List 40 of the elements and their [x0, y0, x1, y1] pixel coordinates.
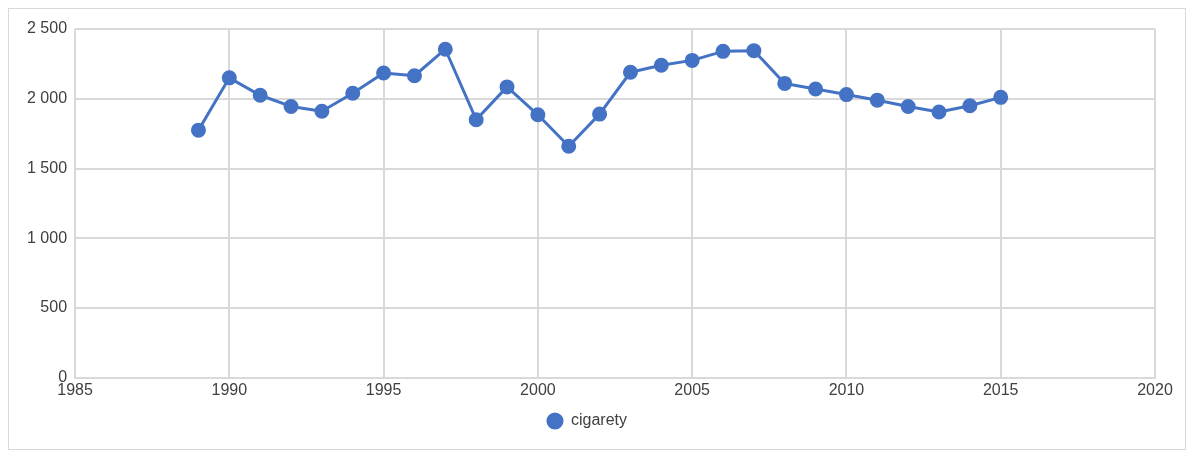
point: [993, 89, 1009, 105]
x-tick-label: 1995: [365, 380, 402, 398]
point: [376, 65, 392, 81]
y-tick-label: 500: [40, 298, 68, 316]
x-tick-label: 2010: [828, 380, 865, 398]
point: [746, 43, 762, 59]
point: [684, 52, 700, 68]
point: [314, 103, 330, 119]
x-tick-label: 2020: [1137, 380, 1173, 398]
point: [962, 98, 978, 114]
point: [900, 98, 916, 114]
x-tick-label: 1990: [211, 380, 248, 398]
y-tick-label: 2 500: [26, 19, 68, 37]
point: [838, 87, 854, 103]
point: [252, 87, 268, 103]
point: [468, 112, 484, 128]
x-tick-label: 2000: [520, 380, 556, 398]
y-tick-label: 1 000: [26, 228, 68, 246]
point: [931, 104, 947, 120]
point: [777, 75, 793, 91]
point: [715, 43, 731, 59]
point: [190, 122, 206, 138]
point: [653, 57, 669, 73]
point: [345, 85, 361, 101]
point: [499, 79, 515, 95]
point: [592, 106, 608, 122]
point: [530, 107, 546, 123]
y-tick-label: 1 500: [26, 158, 68, 176]
x-tick-label: 2005: [674, 380, 711, 398]
point: [437, 41, 453, 57]
point: [808, 81, 824, 97]
legend-label: cigarety: [570, 411, 628, 429]
x-tick-label: 2015: [982, 380, 1019, 398]
point: [406, 68, 422, 84]
point: [622, 64, 638, 80]
point: [283, 98, 299, 114]
y-tick-label: 2 000: [26, 89, 68, 107]
point: [869, 92, 885, 108]
point: [561, 138, 577, 154]
point: [221, 70, 237, 86]
